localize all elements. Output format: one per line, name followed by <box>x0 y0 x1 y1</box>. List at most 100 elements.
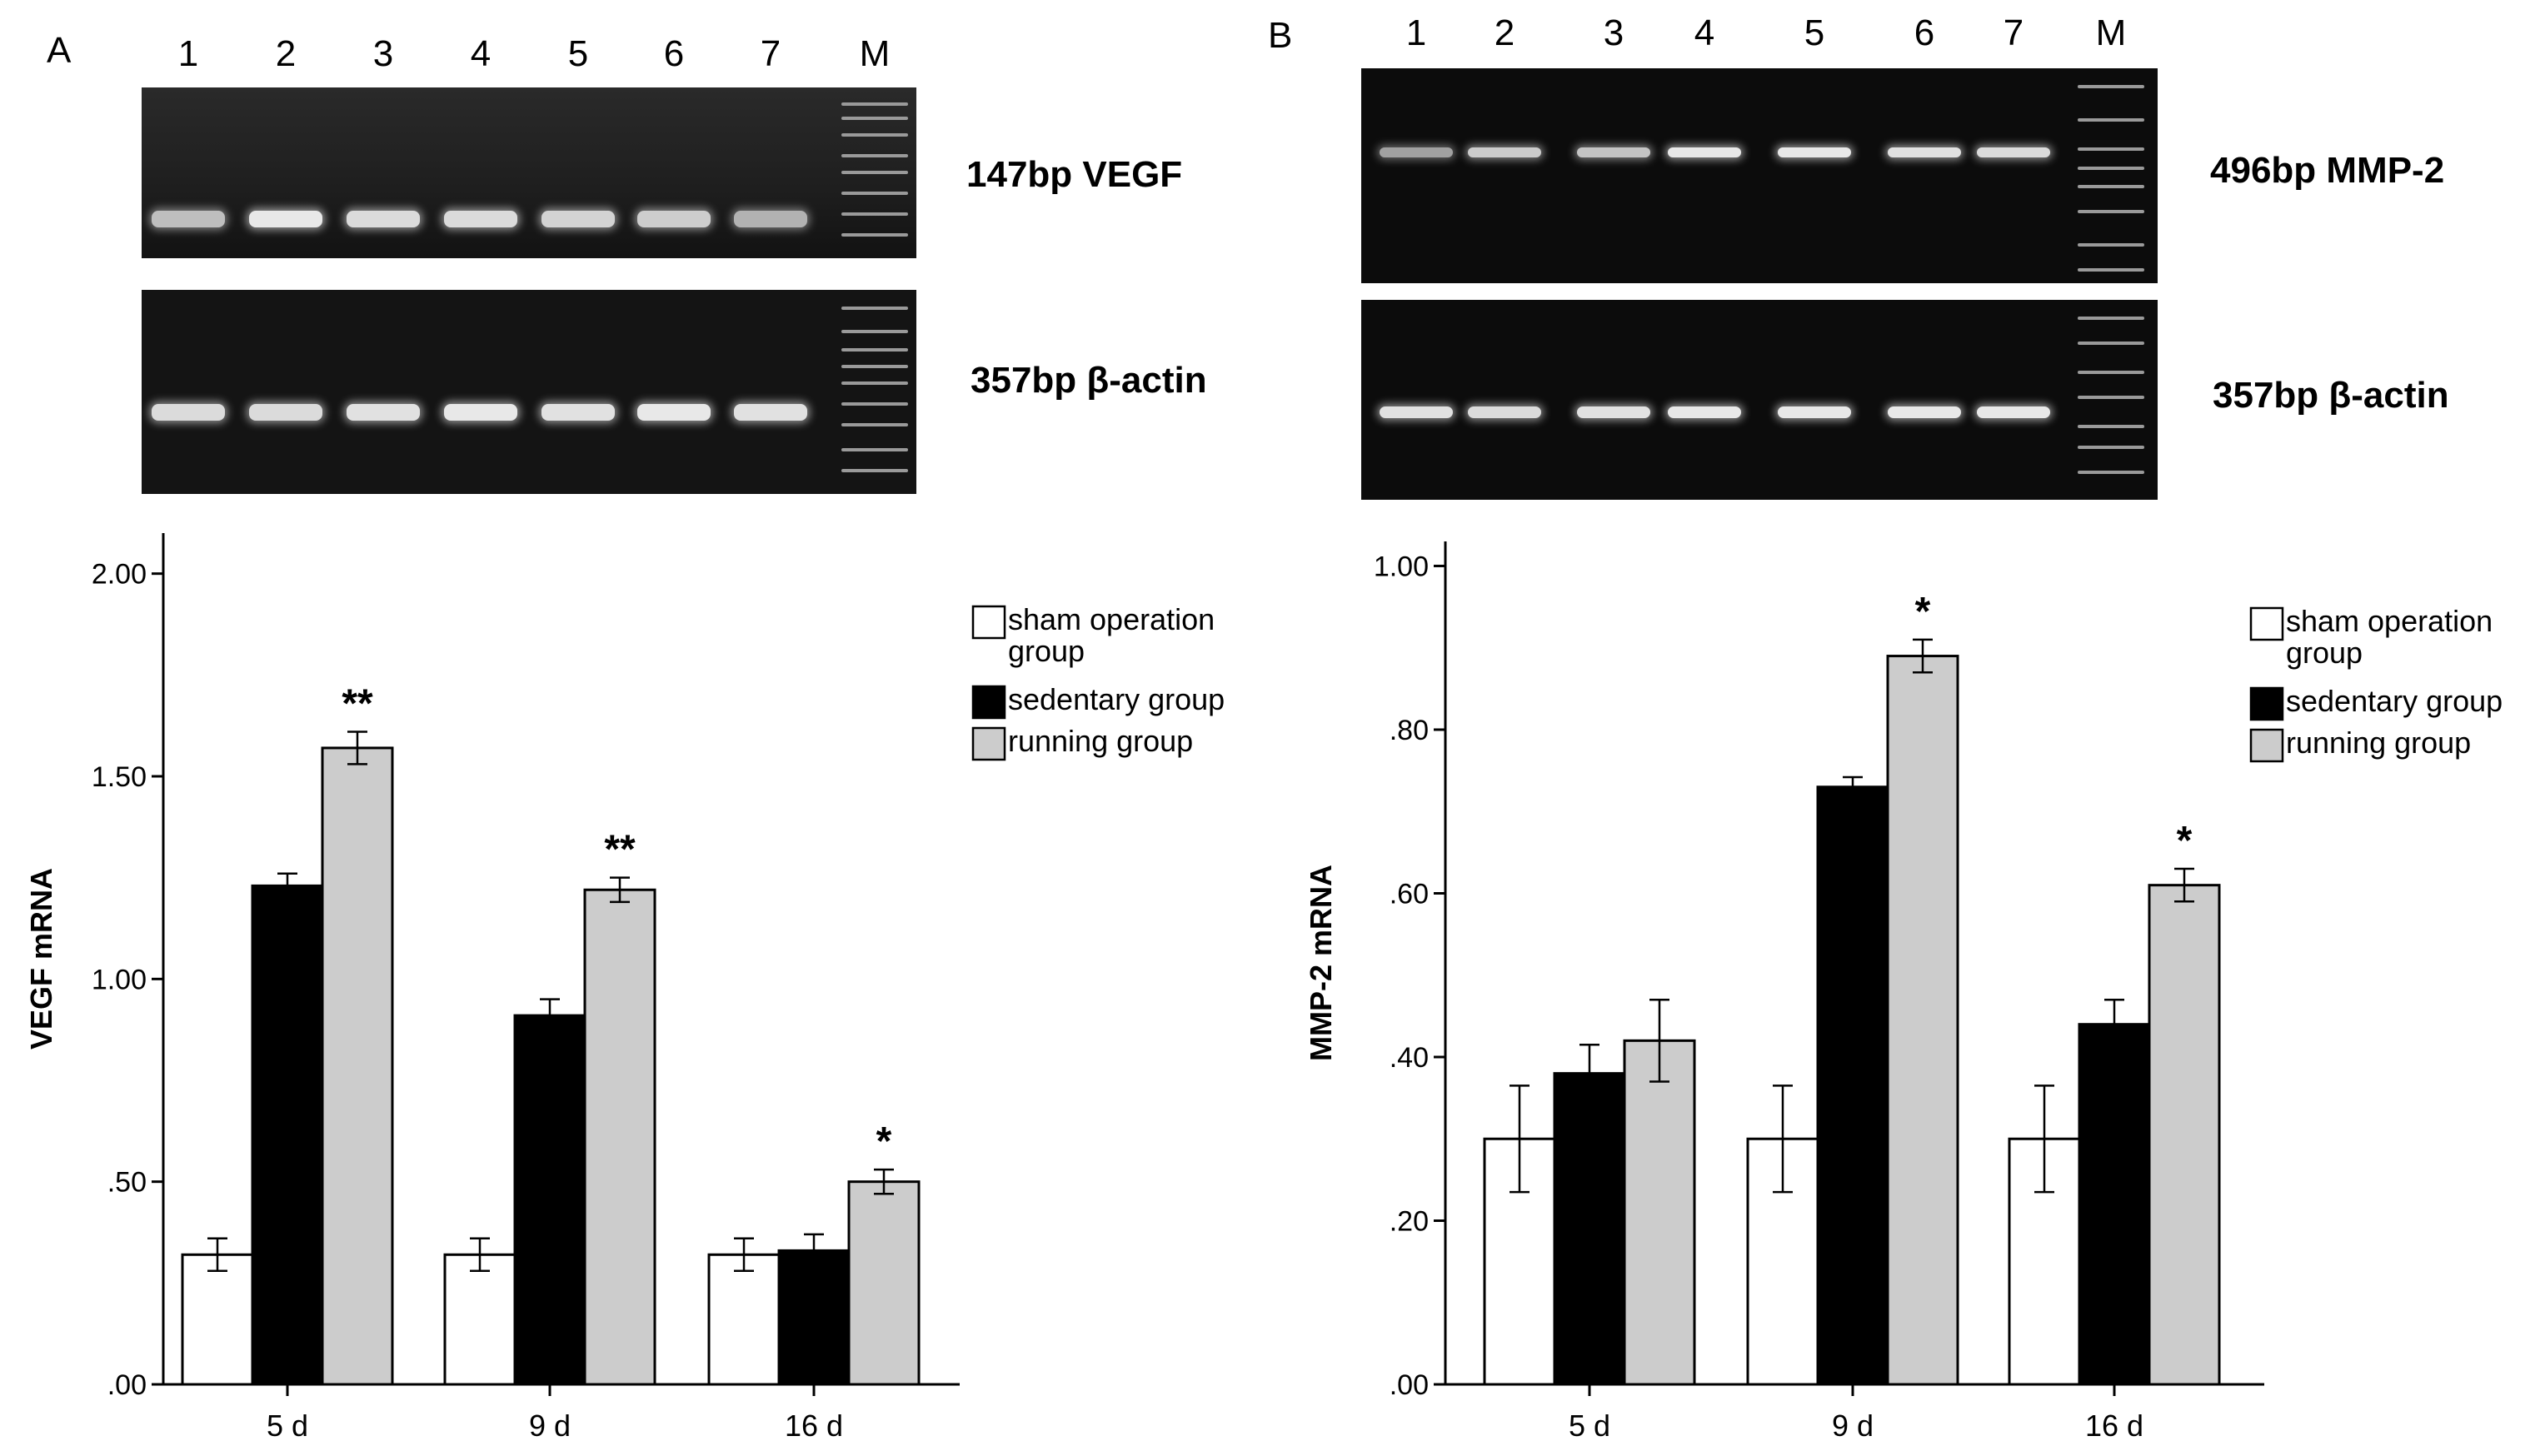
gel-band <box>1468 406 1541 418</box>
ladder-band <box>841 381 908 385</box>
ladder-band <box>2078 85 2144 88</box>
legend-label: running group <box>1008 724 1193 758</box>
legend-label: group <box>1008 634 1085 668</box>
gel-label-mmp2: 496bp MMP-2 <box>2210 150 2445 191</box>
legend-swatch <box>2249 728 2284 763</box>
lane-number: 3 <box>1603 12 1624 53</box>
gel-label-beta-actin-a: 357bp β-actin <box>971 360 1207 401</box>
lane-number: 1 <box>177 33 199 74</box>
y-tick-label: .80 <box>1390 715 1429 746</box>
ladder-band <box>841 330 908 333</box>
lane-number: 5 <box>567 33 589 74</box>
ladder-band <box>841 117 908 120</box>
y-tick-label: .00 <box>1390 1369 1429 1401</box>
significance-marker: ** <box>342 681 373 726</box>
legend-label: sham operation <box>2286 604 2493 638</box>
bar <box>2148 884 2221 1386</box>
panel-letter-b: B <box>1268 15 1293 56</box>
gel-band <box>152 404 225 421</box>
bar <box>583 888 656 1386</box>
chart-mmp2: .00 .20 .40 .60 .80 1.00 MMP-2 mRNA 5 d 9 d 16 d *… <box>1304 541 2503 1443</box>
legend-swatch <box>2249 686 2284 721</box>
legend-swatch <box>971 605 1006 640</box>
bar <box>777 1249 851 1386</box>
gel-band <box>444 211 517 227</box>
legend-swatch <box>2249 606 2284 641</box>
ladder-band <box>841 192 908 195</box>
ladder-band <box>2078 268 2144 272</box>
y-axis-label: MMP-2 mRNA <box>1304 865 1338 1061</box>
panel-letter-a: A <box>47 30 72 71</box>
gel-band <box>1778 147 1851 157</box>
lane-number: 2 <box>275 33 297 74</box>
gel-band <box>249 404 322 421</box>
gel-beta-actin-b <box>1361 300 2158 500</box>
y-tick-label: 1.00 <box>92 964 147 995</box>
legend-label: sedentary group <box>1008 682 1225 716</box>
ladder-band <box>2078 210 2144 213</box>
legend-swatch <box>971 726 1006 761</box>
ladder-band <box>2078 425 2144 428</box>
y-tick-label: .20 <box>1390 1205 1429 1237</box>
legend-label: sham operation <box>1008 602 1215 636</box>
y-tick-label: 2.00 <box>92 559 147 591</box>
x-tick-label: 16 d <box>785 1409 843 1443</box>
y-tick-label: .00 <box>107 1369 147 1401</box>
ladder-band <box>841 212 908 216</box>
ladder-band <box>2078 471 2144 474</box>
legend-swatch <box>971 685 1006 720</box>
ladder-band <box>841 307 908 310</box>
ladder-band <box>2078 317 2144 320</box>
significance-marker: * <box>1915 590 1931 634</box>
y-tick-label: .40 <box>1390 1042 1429 1074</box>
gel-band <box>1977 406 2050 418</box>
ladder-band <box>841 469 908 472</box>
y-tick-label: 1.50 <box>92 761 147 793</box>
lane-number: 7 <box>760 33 781 74</box>
ladder-band <box>841 448 908 451</box>
ladder-band <box>2078 167 2144 170</box>
gel-band <box>734 211 807 227</box>
ladder-band <box>2078 446 2144 449</box>
bar <box>251 884 324 1386</box>
ladder-band <box>841 402 908 406</box>
lane-number: 1 <box>1405 12 1427 53</box>
lane-number: 6 <box>663 33 685 74</box>
gel-band <box>1977 147 2050 157</box>
gel-band <box>637 404 711 421</box>
lane-number: 2 <box>1494 12 1515 53</box>
y-axis-label: VEGF mRNA <box>24 868 58 1050</box>
significance-marker: * <box>2177 819 2193 863</box>
gel-mmp2 <box>1361 68 2158 283</box>
ladder-band <box>2078 243 2144 247</box>
ladder-band <box>2078 371 2144 374</box>
gel-band <box>347 404 420 421</box>
ladder-band <box>841 102 908 106</box>
bar <box>1886 655 1959 1386</box>
ladder-band <box>841 365 908 368</box>
gel-label-beta-actin-b: 357bp β-actin <box>2213 375 2449 416</box>
lane-number-marker: M <box>859 33 891 74</box>
legend-label: sedentary group <box>2286 684 2503 718</box>
gel-band <box>1888 147 1961 157</box>
ladder-band <box>841 154 908 157</box>
gel-band <box>1668 406 1741 418</box>
lane-number: 5 <box>1804 12 1825 53</box>
gel-band <box>1778 406 1851 418</box>
lane-number: 3 <box>372 33 394 74</box>
bar <box>321 746 394 1386</box>
lane-number: 4 <box>470 33 492 74</box>
gel-band <box>1577 147 1650 157</box>
ladder-band <box>841 171 908 174</box>
ladder-band <box>2078 342 2144 345</box>
gel-band <box>1380 147 1453 157</box>
bar <box>1553 1072 1626 1386</box>
ladder-band <box>2078 185 2144 188</box>
lane-number: 4 <box>1694 12 1715 53</box>
gel-band <box>1380 406 1453 418</box>
gel-band <box>1468 147 1541 157</box>
